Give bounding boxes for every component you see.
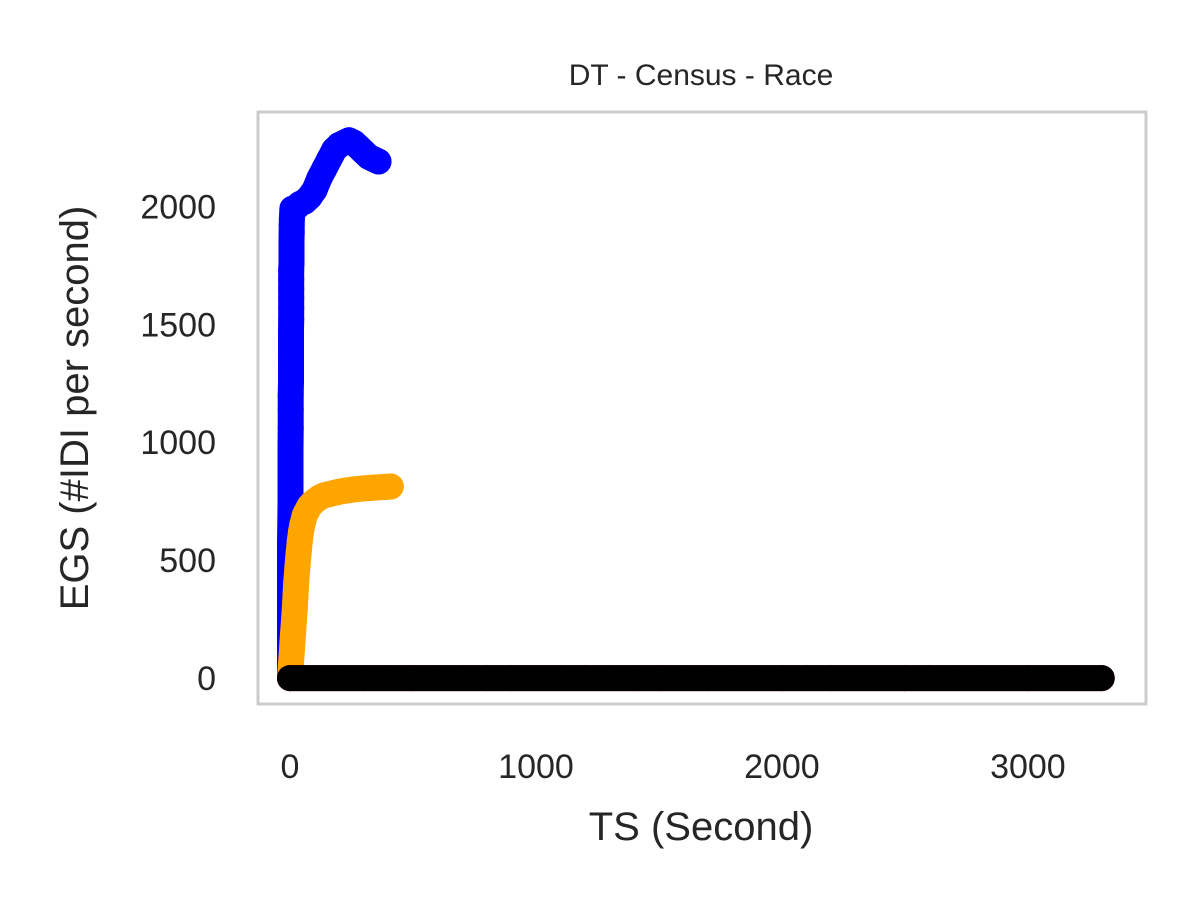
series-0 (277, 127, 392, 692)
x-axis-label: TS (Second) (589, 805, 814, 849)
data-point (744, 665, 771, 692)
data-point (279, 629, 306, 656)
y-tick-label: 500 (159, 542, 216, 580)
data-point (498, 665, 525, 692)
data-point (572, 665, 599, 692)
data-point (646, 665, 672, 692)
series-3 (277, 665, 1115, 692)
data-point (377, 473, 404, 500)
data-point (350, 665, 377, 692)
data-point (277, 665, 303, 692)
y-axis-ticks: 0 500 1000 1500 2000 (140, 188, 216, 698)
series-1 (277, 473, 404, 692)
y-tick-label: 2000 (140, 188, 216, 226)
data-point (941, 665, 968, 692)
data-point (818, 665, 845, 692)
data-point (965, 665, 992, 692)
plot-frame (256, 110, 1148, 706)
y-axis-label: EGS (#IDI per second) (53, 206, 97, 611)
x-tick-label: 1000 (498, 748, 574, 786)
data-point (793, 665, 820, 692)
data-point (375, 665, 402, 692)
data-point (891, 665, 918, 692)
data-point (277, 459, 304, 486)
data-point (670, 665, 697, 692)
data-point (547, 665, 574, 692)
data-point (596, 665, 623, 692)
data-point (277, 438, 304, 465)
y-tick-label: 1500 (140, 306, 216, 344)
data-point (867, 665, 894, 692)
x-tick-label: 0 (281, 748, 300, 786)
data-point (326, 665, 353, 692)
x-tick-label: 2000 (744, 748, 820, 786)
data-point (621, 665, 648, 692)
data-point (400, 665, 426, 692)
data-point (449, 665, 476, 692)
data-point (695, 665, 722, 692)
data-point (301, 665, 328, 692)
data-point (473, 665, 500, 692)
data-point (523, 665, 549, 692)
data-point (365, 148, 392, 175)
y-tick-label: 0 (197, 660, 216, 698)
data-point (916, 665, 943, 692)
plot-area (277, 127, 1115, 692)
data-point (1014, 665, 1041, 692)
data-point (1064, 665, 1091, 692)
data-point (424, 665, 451, 692)
data-point (768, 665, 795, 692)
data-point (842, 665, 869, 692)
data-point (990, 665, 1017, 692)
data-point (277, 415, 304, 441)
x-axis-ticks: 0 1000 2000 3000 (281, 748, 1066, 786)
data-point (1088, 665, 1115, 692)
data-point (1039, 665, 1066, 692)
chart-title: DT - Census - Race (569, 59, 834, 92)
y-tick-label: 1000 (140, 424, 216, 462)
data-point (719, 665, 746, 692)
data-point (281, 594, 308, 621)
x-tick-label: 3000 (990, 748, 1066, 786)
